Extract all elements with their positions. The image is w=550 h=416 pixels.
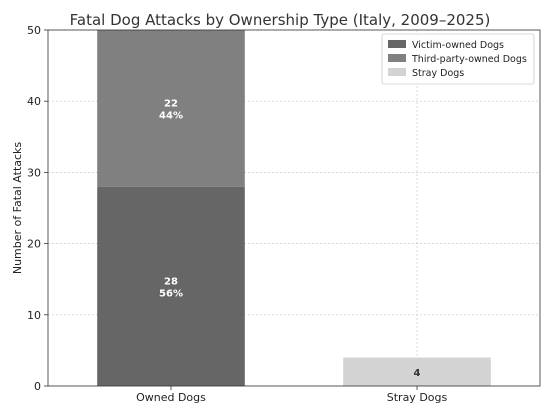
legend-swatch: [388, 40, 406, 48]
legend-swatch: [388, 68, 406, 76]
y-tick-label: 30: [27, 166, 41, 179]
bar-data-label: 56%: [159, 288, 183, 299]
legend-label: Third-party-owned Dogs: [411, 54, 527, 65]
bar-segment: [97, 186, 245, 386]
y-tick-label: 50: [27, 24, 41, 37]
y-tick-label: 0: [34, 380, 41, 393]
y-tick-label: 10: [27, 309, 41, 322]
y-tick-label: 40: [27, 95, 41, 108]
bar-data-label: 44%: [159, 110, 183, 121]
legend-box: [381, 33, 535, 85]
bar-data-label: 22: [164, 98, 178, 109]
y-tick-label: 20: [27, 238, 41, 251]
legend-swatch: [388, 54, 406, 62]
bar-segment: [343, 357, 491, 386]
plot-frame: [47, 29, 541, 387]
legend-label: Victim-owned Dogs: [412, 40, 504, 51]
axes: 0 10 20 30 40 50 Owned Dogs Stray Dogs: [27, 24, 541, 404]
bar-data-label: 28: [164, 276, 178, 287]
x-tick-label: Stray Dogs: [387, 391, 448, 404]
bar-segment: [97, 30, 245, 187]
chart-title: Fatal Dog Attacks by Ownership Type (Ita…: [70, 11, 491, 29]
legend: Victim-owned Dogs Third-party-owned Dogs S…: [381, 33, 535, 85]
x-tick-label: Owned Dogs: [136, 391, 206, 404]
bar-data-label: 4: [414, 368, 421, 379]
y-axis-label: Number of Fatal Attacks: [11, 142, 24, 275]
legend-label: Stray Dogs: [412, 68, 464, 79]
